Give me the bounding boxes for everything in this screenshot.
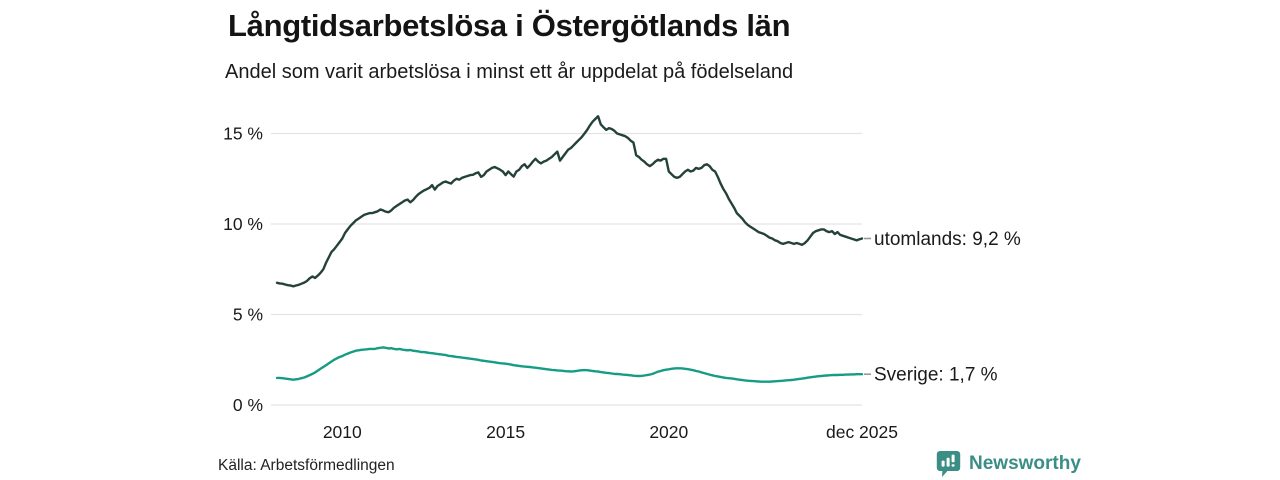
sverige-end-label: Sverige: 1,7 % — [874, 365, 998, 386]
newsworthy-wordmark: Newsworthy — [969, 453, 1081, 474]
sverige-line — [275, 346, 864, 383]
y-tick-label: 10 % — [223, 214, 263, 234]
newsworthy-bubble-chart-icon — [936, 451, 961, 477]
y-tick-label: 0 % — [233, 395, 263, 415]
newsworthy-logo: Newsworthy — [936, 450, 1081, 478]
x-tick-label: 2010 — [323, 422, 362, 442]
utomlands-line — [275, 115, 864, 288]
x-tick-label: 2020 — [649, 422, 688, 442]
utomlands-end-label: utomlands: 9,2 % — [874, 229, 1021, 250]
source-note: Källa: Arbetsförmedlingen — [218, 457, 395, 474]
y-tick-label: 5 % — [233, 305, 263, 325]
x-tick-label: 2015 — [486, 422, 525, 442]
x-tick-label: dec 2025 — [826, 422, 898, 442]
chart-subtitle: Andel som varit arbetslösa i minst ett å… — [225, 61, 794, 83]
y-tick-label: 15 % — [223, 124, 263, 144]
chart-title: Långtidsarbetslösa i Östergötlands län — [228, 8, 791, 43]
